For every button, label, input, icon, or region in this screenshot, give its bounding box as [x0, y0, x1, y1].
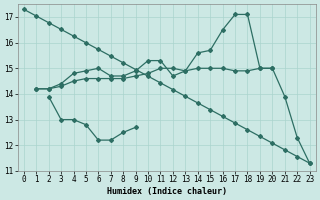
- X-axis label: Humidex (Indice chaleur): Humidex (Indice chaleur): [107, 187, 227, 196]
